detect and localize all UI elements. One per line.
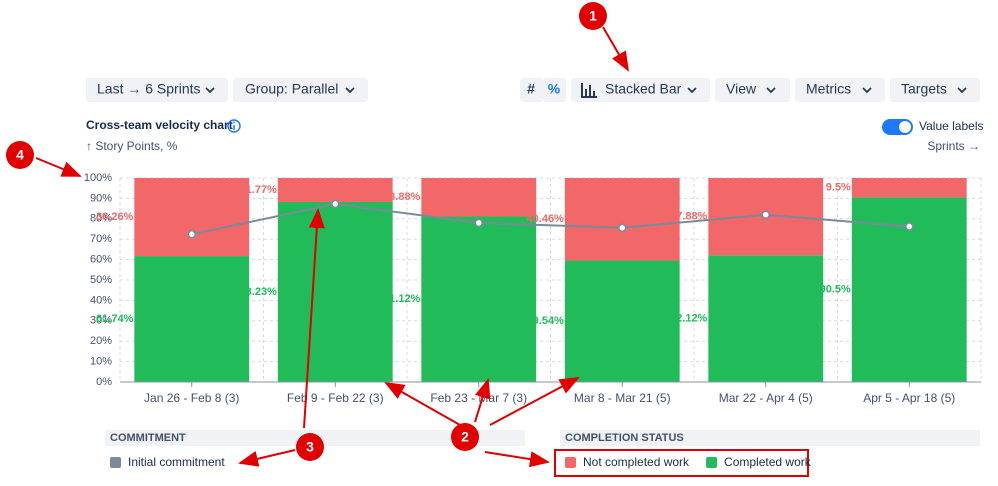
badge-number: 4 <box>16 147 24 163</box>
y-tick-label: 0% <box>96 376 112 388</box>
value-labels-toggle[interactable]: Value labels <box>882 119 984 135</box>
annotation-badge: 1 <box>579 2 607 30</box>
group-button[interactable]: Group: Parallel <box>233 78 368 102</box>
label: Targets <box>901 81 947 97</box>
arrow <box>602 26 630 72</box>
y-tick-label: 60% <box>90 254 112 266</box>
badge-number: 3 <box>306 439 314 455</box>
line-point <box>618 223 627 233</box>
chart-type-button[interactable]: Stacked Bar <box>571 78 710 102</box>
line-point <box>761 210 770 219</box>
legend-label: Not completed work <box>583 455 690 469</box>
chart-title: Cross-team velocity chart <box>86 118 233 132</box>
value-label: 90.5% <box>820 284 851 296</box>
bar-segment <box>564 178 680 261</box>
label: Value labels <box>919 119 984 133</box>
highlight-box <box>554 449 809 477</box>
y-tick-label: 10% <box>90 356 112 368</box>
x-tick-label: Feb 23 - Mar 7 (3) <box>430 391 527 405</box>
value-label: 38.26% <box>96 211 134 223</box>
legend-label: Initial commitment <box>128 455 225 469</box>
legend-section: COMPLETION STATUS <box>565 432 684 444</box>
arrow <box>35 157 82 177</box>
x-tick-label: Mar 8 - Mar 21 (5) <box>574 391 671 405</box>
bar-segment <box>851 178 967 198</box>
value-label: 88.23% <box>240 286 278 298</box>
info-icon[interactable] <box>227 119 241 133</box>
x-tick-label: Feb 9 - Feb 22 (3) <box>287 391 384 405</box>
label: % <box>548 81 561 97</box>
legend-label: Completed work <box>724 455 812 469</box>
y-tick-label: 50% <box>90 274 112 286</box>
line-point <box>331 199 340 209</box>
count-toggle[interactable]: # <box>520 78 543 102</box>
legend-swatch <box>706 457 718 468</box>
legend-swatch <box>110 457 121 468</box>
bar-segment <box>134 256 250 382</box>
y-tick-label: 70% <box>90 233 112 245</box>
label: Group: Parallel <box>245 81 338 97</box>
range-button[interactable]: Last → 6 Sprints <box>86 78 228 102</box>
y-axis-label: ↑ Story Points, % <box>86 139 178 153</box>
arrow <box>384 382 461 426</box>
badge-number: 2 <box>461 429 469 445</box>
x-tick-label: Jan 26 - Feb 8 (3) <box>144 391 239 405</box>
y-tick-label: 90% <box>90 192 112 204</box>
arrow <box>303 208 325 429</box>
label: # <box>527 81 535 97</box>
legend-header <box>560 430 980 446</box>
arrow <box>484 451 550 468</box>
annotation-badge: 3 <box>296 433 324 461</box>
bar-segment <box>564 260 680 382</box>
annotation-badge: 4 <box>6 141 34 169</box>
y-tick-label: 40% <box>90 294 112 306</box>
value-label: 59.54% <box>527 315 565 327</box>
bar-segment <box>277 178 393 203</box>
view-button[interactable]: View <box>715 78 790 102</box>
value-label: 40.46% <box>527 213 565 225</box>
y-tick-label: 30% <box>90 315 112 327</box>
y-tick-label: 80% <box>90 213 112 225</box>
value-label: 9.5% <box>826 182 851 194</box>
y-tick-label: 100% <box>84 172 112 184</box>
arrow <box>474 378 491 423</box>
bar-segment <box>134 178 250 257</box>
line-point <box>905 222 914 231</box>
line-point <box>474 218 483 228</box>
value-label: 81.12% <box>383 293 421 305</box>
legend-swatch <box>565 457 576 468</box>
label: Last → 6 Sprints <box>97 81 201 97</box>
line-point <box>187 230 196 239</box>
value-label: 61.74% <box>96 313 134 325</box>
legend-section: COMMITMENT <box>110 432 186 444</box>
x-tick-label: Apr 5 - Apr 18 (5) <box>863 391 955 405</box>
annotation-badge: 2 <box>451 423 479 451</box>
x-tick-label: Mar 22 - Apr 4 (5) <box>719 391 813 405</box>
badge-number: 1 <box>589 8 597 24</box>
arrow <box>489 377 580 426</box>
bar-segment <box>277 202 393 382</box>
label: View <box>726 81 757 97</box>
arrow <box>238 449 296 467</box>
value-label: 18.88% <box>383 191 421 203</box>
label: Stacked Bar <box>605 81 682 97</box>
value-label: 11.77% <box>240 184 277 196</box>
label: Metrics <box>806 81 851 97</box>
metrics-button[interactable]: Metrics <box>795 78 885 102</box>
value-label: 37.88% <box>670 211 708 223</box>
bar-segment <box>708 255 824 382</box>
bar-segment <box>421 216 537 382</box>
x-axis-label: Sprints → <box>927 139 980 153</box>
y-tick-label: 20% <box>90 335 112 347</box>
targets-button[interactable]: Targets <box>890 78 980 102</box>
percent-toggle[interactable]: % <box>543 78 566 102</box>
bar-segment <box>421 178 537 217</box>
value-label: 62.12% <box>670 313 708 325</box>
